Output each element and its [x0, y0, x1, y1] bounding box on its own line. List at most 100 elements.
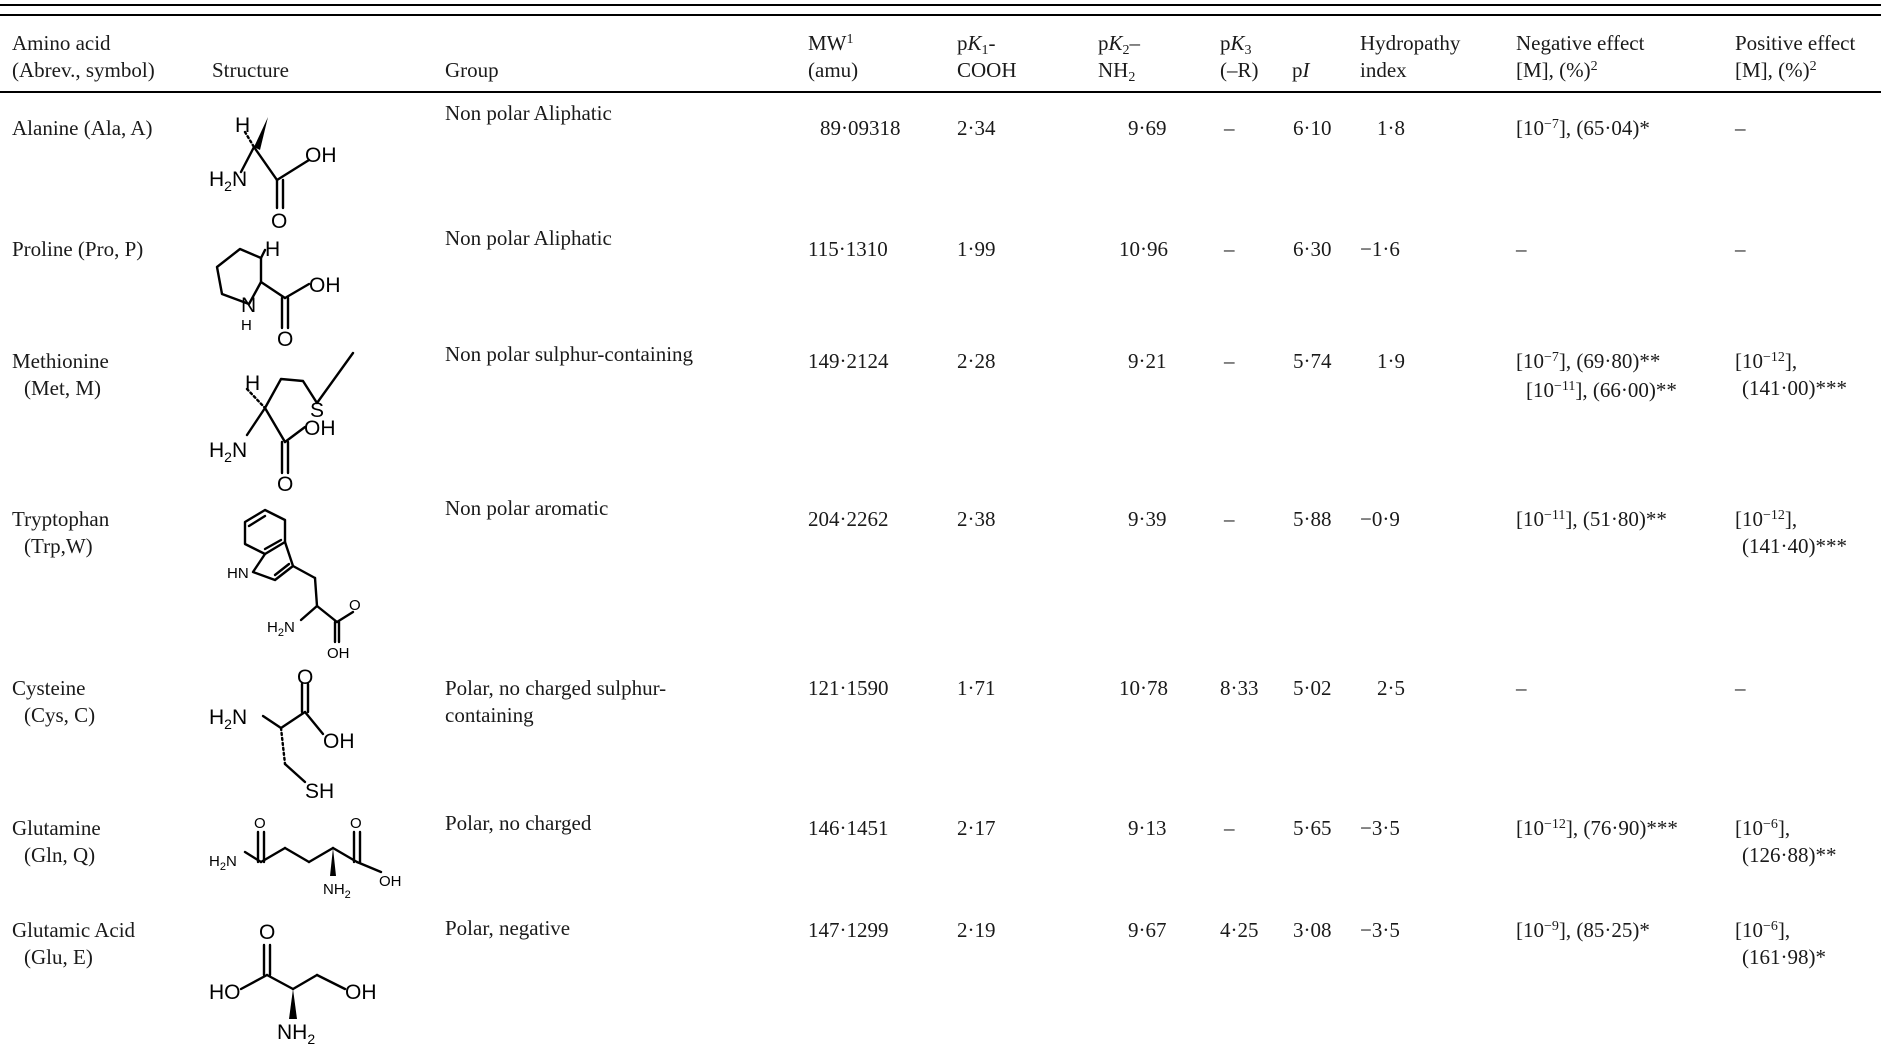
row-tryptophan-pi: 5·88 [1293, 507, 1332, 531]
row-glutamic-acid-positive: [10−6], (161·98)* [1735, 918, 1826, 969]
header-pk3: pK3 (–R) [1220, 31, 1259, 82]
row-alanine-hydropathy: 1·8 [1377, 116, 1405, 140]
row-cysteine-pk3: 8·33 [1220, 676, 1259, 700]
header-amino-acid: Amino acid (Abrev., symbol) [12, 31, 155, 82]
row-glutamic-acid-group: Polar, negative [445, 916, 571, 940]
row-glutamine-pi: 5·65 [1293, 816, 1332, 840]
row-tryptophan-negative: [10−11], (51·80)** [1516, 507, 1667, 531]
header-structure: Structure [212, 58, 289, 82]
row-cysteine-name: Cysteine (Cys, C) [12, 676, 96, 727]
svg-text:O: O [350, 815, 362, 832]
svg-text:OH: OH [309, 274, 341, 297]
row-methionine-mw: 149·2124 [808, 349, 889, 373]
svg-text:SH: SH [305, 780, 334, 803]
row-methionine-negative: [10−7], (69·80)** [10−11], (66·00)** [1516, 349, 1677, 402]
row-cysteine-mw: 121·1590 [808, 676, 889, 700]
row-proline-pk1: 1·99 [957, 237, 996, 261]
svg-text:OH: OH [305, 144, 337, 167]
row-glutamic-acid-pi: 3·08 [1293, 918, 1332, 942]
row-cysteine-group: Polar, no charged sulphur- containing [445, 676, 667, 727]
svg-text:H: H [241, 317, 252, 334]
row-glutamine-hydropathy: −3·5 [1360, 816, 1400, 840]
row-alanine-negative: [10−7], (65·04)* [1516, 116, 1650, 140]
svg-text:HO: HO [209, 981, 241, 1004]
proline-structure-icon: H N H OH O [205, 228, 375, 351]
header-hydropathy: Hydropathy index [1360, 31, 1461, 82]
row-tryptophan-pk1: 2·38 [957, 507, 996, 531]
cysteine-structure-icon: H2N O OH SH [205, 666, 375, 810]
header-rule [0, 91, 1881, 93]
row-cysteine-hydropathy: 2·5 [1377, 676, 1405, 700]
row-proline-pi: 6·30 [1293, 237, 1332, 261]
row-glutamine-negative: [10−12], (76·90)*** [1516, 816, 1678, 840]
row-alanine-group: Non polar Aliphatic [445, 101, 612, 125]
row-methionine-name: Methionine (Met, M) [12, 349, 109, 400]
svg-text:HN: HN [227, 565, 249, 582]
row-glutamic-acid-pk3: 4·25 [1220, 918, 1259, 942]
row-cysteine-pk2: 10·78 [1119, 676, 1168, 700]
row-glutamine-pk3: – [1224, 816, 1235, 840]
svg-text:OH: OH [345, 981, 377, 1004]
row-proline-negative: – [1516, 237, 1527, 261]
svg-text:H2N: H2N [267, 619, 295, 639]
row-cysteine-positive: – [1735, 676, 1746, 700]
svg-text:OH: OH [304, 417, 336, 440]
row-proline-name: Proline (Pro, P) [12, 237, 144, 261]
header-pi: pI [1292, 58, 1310, 82]
row-glutamine-pk2: 9·13 [1128, 816, 1167, 840]
row-methionine-group: Non polar sulphur-containing [445, 342, 694, 366]
row-methionine-pk3: – [1224, 349, 1235, 373]
svg-text:H: H [265, 238, 280, 261]
row-tryptophan-name: Tryptophan (Trp,W) [12, 507, 110, 558]
row-alanine-pk1: 2·34 [957, 116, 996, 140]
svg-text:H2N: H2N [209, 439, 247, 465]
svg-text:O: O [277, 328, 293, 351]
row-methionine-pk1: 2·28 [957, 349, 996, 373]
row-proline-pk3: – [1224, 237, 1235, 261]
row-methionine-pk2: 9·21 [1128, 349, 1167, 373]
row-proline-group: Non polar Aliphatic [445, 226, 612, 250]
svg-text:NH2: NH2 [323, 881, 351, 901]
top-rule [0, 4, 1881, 6]
row-proline-positive: – [1735, 237, 1746, 261]
row-tryptophan-mw: 204·2262 [808, 507, 889, 531]
svg-text:S: S [310, 399, 324, 422]
row-glutamine-pk1: 2·17 [957, 816, 996, 840]
methionine-structure-icon: H S H2N OH O [205, 345, 375, 496]
svg-text:O: O [259, 921, 275, 944]
glutamine-structure-icon: H2N O O OH NH2 [205, 810, 415, 910]
row-proline-hydropathy: −1·6 [1360, 237, 1400, 261]
row-glutamic-acid-pk2: 9·67 [1128, 918, 1167, 942]
svg-text:H2N: H2N [209, 706, 247, 732]
svg-text:O: O [271, 210, 287, 233]
row-cysteine-negative: – [1516, 676, 1527, 700]
header-positive-effect: Positive effect [M], (%)2 [1735, 31, 1856, 82]
row-alanine-positive: – [1735, 116, 1746, 140]
header-pk2: pK2– NH2 [1098, 31, 1141, 85]
svg-text:N: N [241, 294, 256, 317]
header-mw: MW1 (amu) [808, 31, 859, 82]
row-tryptophan-group: Non polar aromatic [445, 496, 609, 520]
header-negative-effect: Negative effect [M], (%)2 [1516, 31, 1645, 82]
row-methionine-positive: [10−12], (141·00)*** [1735, 349, 1847, 400]
row-proline-mw: 115·1310 [808, 237, 888, 261]
svg-text:OH: OH [327, 645, 350, 662]
row-cysteine-pi: 5·02 [1293, 676, 1332, 700]
row-glutamic-acid-mw: 147·1299 [808, 918, 889, 942]
svg-text:H2N: H2N [209, 853, 237, 873]
row-alanine-pk2: 9·69 [1128, 116, 1167, 140]
tryptophan-structure-icon: HN H2N O OH [205, 500, 375, 670]
row-tryptophan-pk3: – [1224, 507, 1235, 531]
row-glutamine-name: Glutamine (Gln, Q) [12, 816, 101, 867]
row-cysteine-pk1: 1·71 [957, 676, 996, 700]
row-proline-pk2: 10·96 [1119, 237, 1168, 261]
svg-text:H: H [245, 372, 260, 395]
svg-text:H: H [235, 114, 250, 137]
row-tryptophan-hydropathy: −0·9 [1360, 507, 1400, 531]
svg-text:O: O [277, 473, 293, 496]
glutamic-acid-structure-icon: HO O OH NH2 [205, 915, 415, 1047]
row-methionine-pi: 5·74 [1293, 349, 1332, 373]
svg-text:O: O [297, 666, 313, 689]
row-glutamic-acid-negative: [10−9], (85·25)* [1516, 918, 1650, 942]
row-alanine-mw: 89·09318 [820, 116, 901, 140]
